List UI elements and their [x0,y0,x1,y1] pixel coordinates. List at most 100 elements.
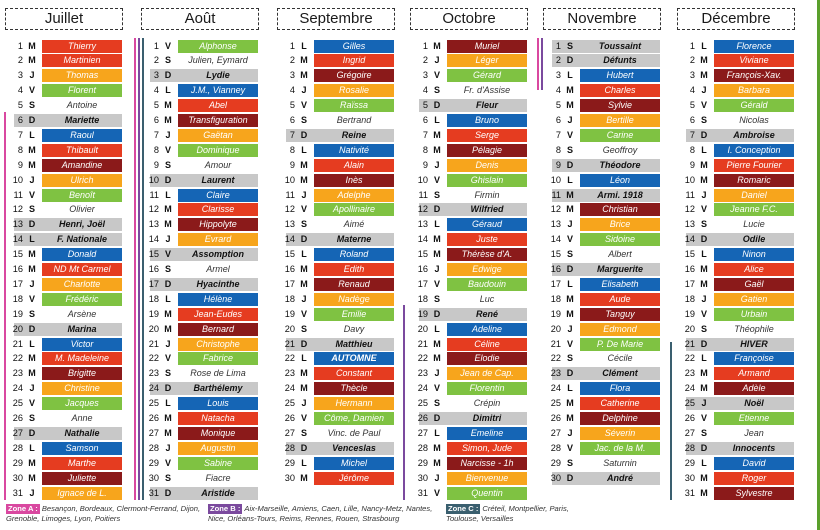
day-row: 4 J Rosalie [272,83,394,98]
weekday-letter: M [700,278,708,289]
weekday-letter: L [434,115,440,125]
day-row: 24 M Adèle [672,381,794,396]
day-number: 28 [284,442,295,453]
day-number: 16 [684,264,695,274]
month-column: Juillet 1 M Thierry 2 M Martinien 3 J Thomas 4 V Flo… [0,0,123,500]
saint-name: Jac. de la M. [580,441,660,455]
saint-name: Amandine [42,158,122,172]
weekday-letter: D [433,308,441,319]
saint-name: Théodore [599,159,641,170]
day-number: 19 [284,308,295,319]
weekday-letter: S [28,100,35,111]
weekday-letter: M [566,204,574,215]
day-number: 10 [684,174,695,185]
day-number: 27 [417,427,428,438]
day-number: 2 [17,55,23,66]
day-number: 9 [422,159,428,170]
day-row: 19 S Arsène [0,307,122,322]
saint-name: Hippolyte [178,218,258,232]
day-row: 9 M Alain [272,158,394,173]
saint-name: Natacha [178,412,258,425]
day-row: 30 M Jérôme [272,471,394,486]
saint-name: Sidoine [580,233,660,247]
day-row: 31 M Sylvestre [672,486,794,501]
holiday-bar [686,397,794,411]
saint-name: HIVER [740,338,768,349]
holiday-bar [14,114,122,127]
day-number: 23 [684,368,695,379]
weekday-letter: V [300,308,307,319]
saint-name: Florentin [447,382,527,396]
saint-name: Grégoire [314,69,394,83]
weekday-letter: J [434,368,440,379]
weekday-letter: J [701,398,707,409]
day-number: 25 [417,398,428,409]
saint-name: Raïssa [314,99,394,113]
day-row: 12 M Clarisse [136,202,258,217]
day-row: 2 S Julien, Eymard [136,53,258,68]
weekday-letter: L [701,353,707,364]
saint-name: Apollinaire [314,203,394,217]
weekday-letter: M [164,427,172,438]
day-number: 17 [684,278,695,289]
holiday-bar [552,471,660,485]
day-number: 15 [148,249,159,260]
day-row: 28 L Samson [0,441,122,456]
weekday-letter: S [300,427,307,438]
saint-name: P. De Marie [580,337,660,351]
saint-name: Jean de Cap. [447,367,527,381]
weekday-letter: M [300,264,308,274]
saint-name: Ignace de L. [42,486,122,500]
weekday-letter: L [29,234,35,245]
day-number: 5 [153,100,159,111]
day-number: 9 [289,159,295,170]
weekday-letter: J [567,219,573,230]
saint-name: Armel [206,264,230,274]
day-number: 4 [555,85,561,96]
saint-name: Augustin [178,441,258,455]
saint-name: Alain [314,158,394,172]
weekday-letter: S [433,189,440,200]
weekday-letter: J [301,293,307,304]
day-row: 19 V Urbain [672,307,794,322]
holiday-bar [686,337,794,351]
day-row: 9 J Denis [405,158,527,173]
zone-a-legend: Zone A : Besançon, Bordeaux, Clermont-Fer… [6,504,206,523]
saint-name: Hubert [580,69,660,83]
day-row: 21 D HIVER [672,337,794,352]
saint-name: Gaëtan [178,128,258,142]
day-row: 25 J Noël [672,396,794,411]
day-row: 17 V Baudouin [405,277,527,292]
weekday-letter: S [700,219,707,230]
day-row: 8 S Geoffroy [538,143,660,158]
saint-name: Arsène [67,308,97,319]
day-row: 23 M Constant [272,366,394,381]
saint-name: Gérald [714,99,794,113]
weekday-letter: D [433,100,441,111]
day-row: 26 M Natacha [136,411,258,426]
day-number: 14 [12,234,23,245]
day-number: 19 [148,308,159,319]
day-number: 12 [12,204,23,215]
day-number: 10 [417,174,428,185]
saint-name: Martinien [42,54,122,68]
day-number: 31 [417,487,428,498]
day-number: 20 [550,323,561,334]
weekday-letter: M [566,308,574,319]
day-number: 22 [684,353,695,364]
weekday-letter: M [433,249,441,260]
saint-name: Denis [447,158,527,172]
page-edge-stripe [817,0,820,530]
day-number: 13 [550,219,561,230]
weekday-letter: J [434,472,440,483]
day-row: 5 V Gérald [672,98,794,113]
day-number: 4 [289,85,295,96]
day-number: 15 [284,249,295,260]
saint-name: F. Nationale [56,234,107,245]
weekday-letter: L [165,85,171,96]
day-row: 11 J Adelphe [272,188,394,203]
weekday-letter: M [566,85,574,96]
saint-name: Alice [714,263,794,276]
weekday-letter: V [300,413,307,423]
weekday-letter: M [164,308,172,319]
